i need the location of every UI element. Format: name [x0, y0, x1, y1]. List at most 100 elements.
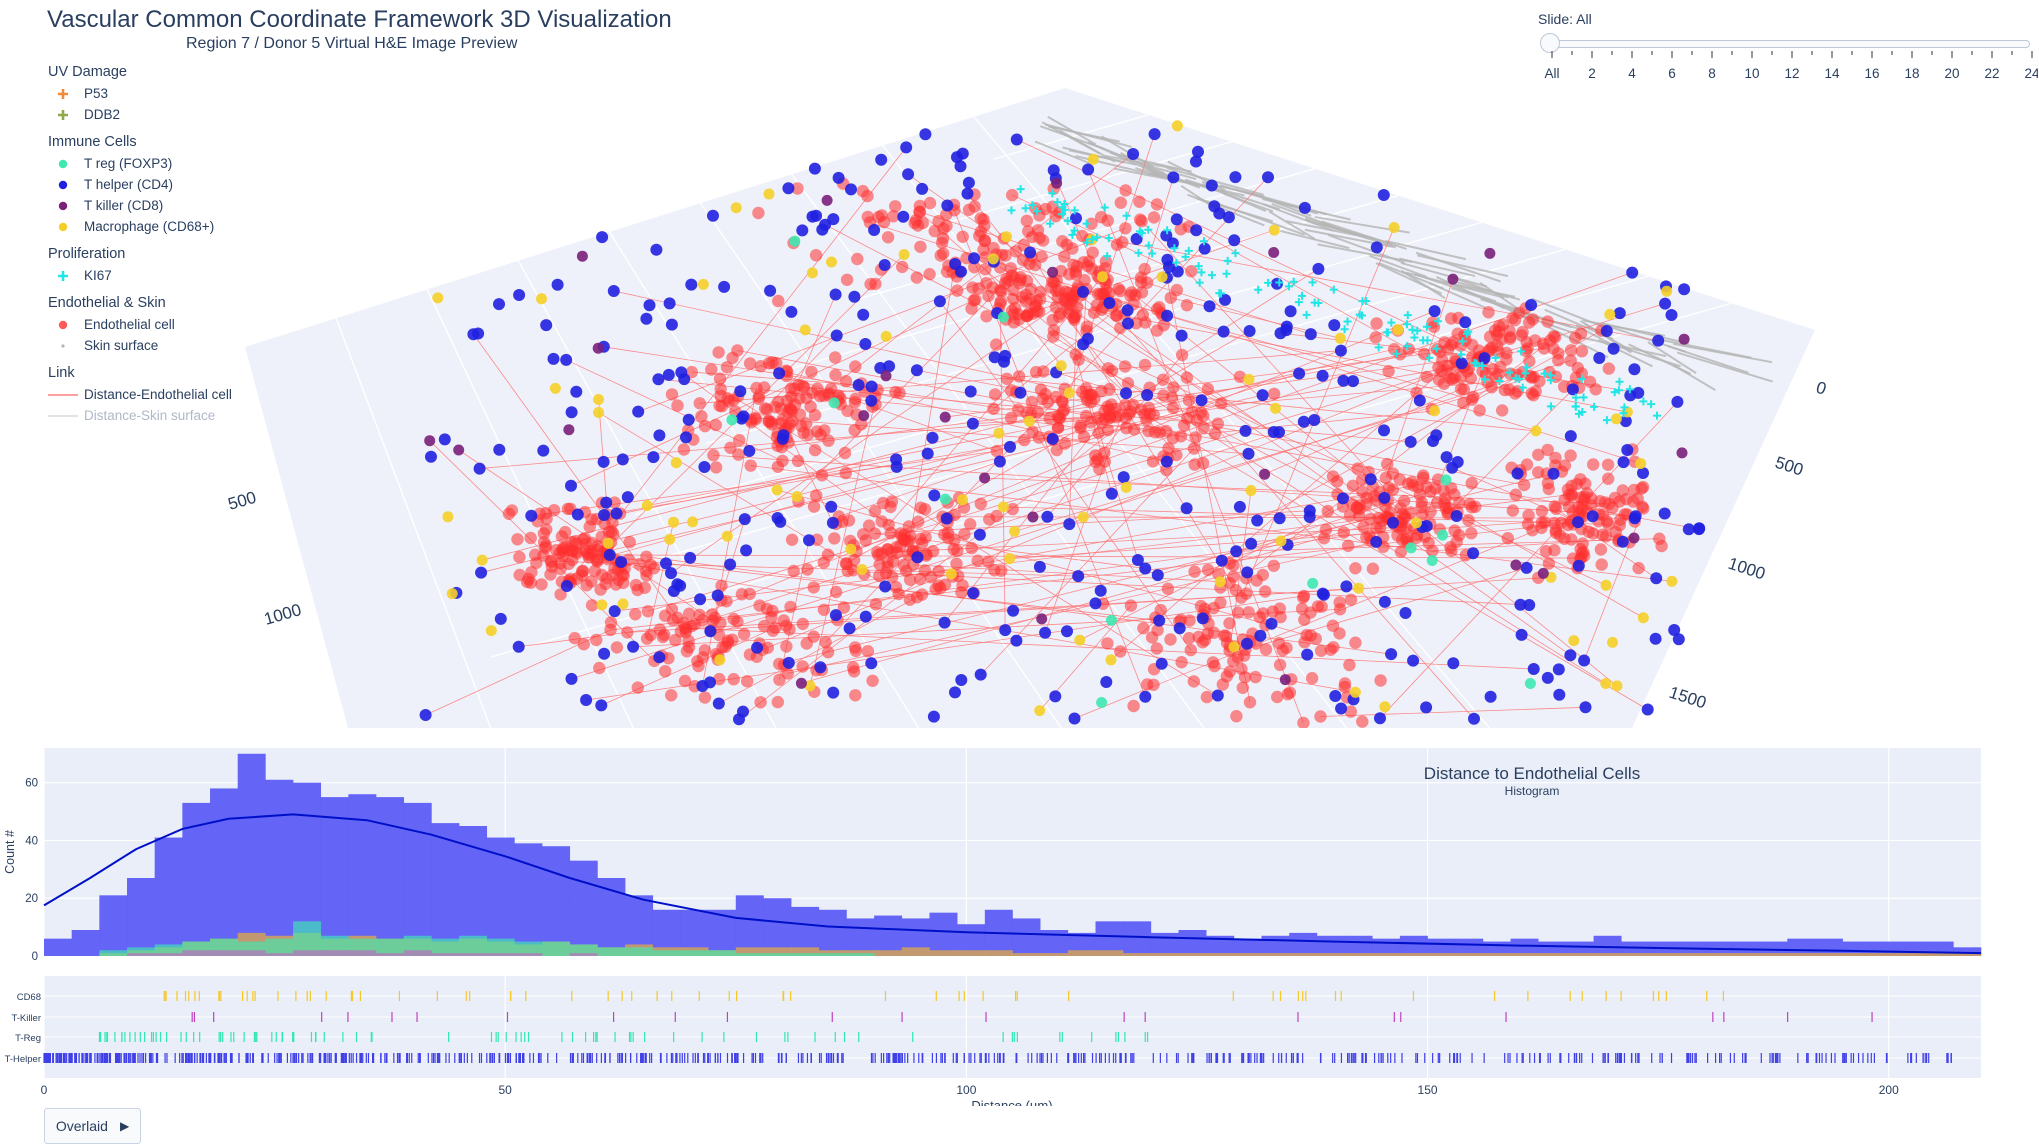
overlay-bar [293, 950, 322, 956]
scatter-point [593, 661, 606, 675]
series-t-helper-cd4- [419, 128, 1706, 726]
overlaid-button[interactable]: Overlaid ▶ [44, 1108, 141, 1144]
scatter-point [1150, 198, 1164, 211]
scatter-point [1216, 678, 1230, 691]
scatter-point [1002, 274, 1015, 287]
scatter-point [706, 608, 719, 621]
scatter-point [993, 455, 1006, 468]
scatter-point [1416, 508, 1429, 521]
scatter-point [1055, 394, 1069, 407]
scatter-3d-plot[interactable]: 500 1000 0 500 1000 1500 [0, 80, 2039, 728]
scatter-point [1141, 389, 1154, 401]
scatter-point [1614, 386, 1623, 395]
legend-item[interactable]: Distance-Endothelial cell [48, 384, 308, 405]
legend-item[interactable]: P53 [48, 83, 308, 104]
scatter-point [1523, 599, 1536, 611]
dot-icon [48, 157, 78, 171]
scatter-point [982, 555, 995, 568]
legend-item[interactable]: Endothelial cell [48, 314, 308, 335]
rug-plot-chart[interactable]: 0 50 100 150 200 CD68 T-Killer T-Reg T-Helper Dis… [0, 970, 2039, 1106]
scatter-point [610, 507, 623, 520]
scatter-point [1301, 648, 1314, 661]
scatter-point [662, 652, 675, 665]
scatter-point [1552, 663, 1565, 676]
legend-item[interactable]: Distance-Skin surface [48, 405, 308, 426]
scatter-point [1217, 289, 1226, 298]
scatter-point [869, 598, 883, 611]
scatter-point [921, 447, 934, 460]
scatter-point [1565, 479, 1578, 493]
scatter-point [1501, 532, 1515, 545]
legend-item[interactable]: KI67 [48, 265, 308, 286]
scatter-point [875, 153, 888, 166]
scatter-point [980, 310, 993, 323]
scatter-point [1535, 505, 1549, 518]
scatter-point [1678, 333, 1690, 345]
plus-icon [48, 108, 78, 122]
scatter-point [1166, 237, 1179, 250]
scatter-point [1163, 260, 1175, 273]
scatter-point [1394, 545, 1408, 558]
scatter-point [565, 536, 578, 549]
legend-item[interactable]: Macrophage (CD68+) [48, 216, 308, 237]
scatter-point [1693, 522, 1706, 535]
scatter-point [1233, 500, 1246, 513]
legend-item[interactable]: T reg (FOXP3) [48, 153, 308, 174]
scatter-point [837, 601, 851, 614]
scatter-point [555, 530, 569, 543]
scatter-point [1650, 572, 1663, 585]
legend-item[interactable]: T helper (CD4) [48, 174, 308, 195]
scatter-point [1077, 338, 1090, 351]
series-t-killer-cd8- [424, 177, 1690, 689]
scatter-point [1047, 266, 1059, 278]
scatter-point [1050, 443, 1064, 457]
scatter-point [1520, 561, 1533, 574]
scatter-point [1242, 447, 1255, 460]
scatter-point [1256, 389, 1269, 402]
overlay-bar [1842, 953, 1871, 956]
slider-track[interactable] [1548, 40, 2030, 48]
scatter-point [1197, 409, 1210, 423]
scatter-point [988, 564, 1001, 577]
scatter-point [1600, 678, 1612, 689]
scatter-point [1231, 606, 1245, 619]
scatter-point [1665, 309, 1678, 321]
axis-tick-label: 500 [226, 488, 259, 514]
scatter-point [594, 583, 607, 596]
slider-handle[interactable] [1540, 33, 1560, 53]
scatter-point [825, 500, 838, 513]
scatter-point [1295, 602, 1309, 615]
scatter-point [668, 516, 679, 528]
legend-item[interactable]: Skin surface [48, 335, 308, 356]
scatter-point [1170, 283, 1184, 297]
scatter-point [1632, 561, 1645, 575]
overlay-bar [431, 953, 460, 956]
small-dot-icon [48, 339, 78, 353]
scatter-point [551, 278, 564, 291]
histogram-chart[interactable]: 0 20 40 60 Distance to Endothelial CellsHist… [0, 740, 2039, 962]
legend-group: UV Damage P53 DDB2 [48, 64, 308, 125]
scatter-point [1594, 543, 1608, 556]
legend-item[interactable]: DDB2 [48, 104, 308, 125]
scatter-point [640, 312, 653, 325]
scatter-point [621, 626, 634, 639]
scatter-point [807, 581, 820, 594]
scatter-point [1116, 236, 1129, 249]
scatter-point [791, 454, 805, 468]
scatter-point [856, 564, 868, 575]
scatter-point [1469, 500, 1482, 513]
scatter-point [731, 615, 744, 628]
scatter-point [538, 541, 552, 554]
scatter-point [1586, 510, 1599, 523]
slide-slider[interactable]: Slide: All All 2 4 6 8 10 12 14 16 18 20 22 24 [1538, 8, 2038, 88]
legend-item[interactable]: T killer (CD8) [48, 195, 308, 216]
scatter-point [956, 230, 969, 243]
scatter-point [1349, 562, 1362, 575]
histogram-bar [44, 938, 72, 956]
scatter-point [1018, 433, 1031, 447]
scatter-point [1450, 510, 1463, 522]
slider-ticks: All 2 4 6 8 10 12 14 16 18 20 22 24 [1544, 51, 2038, 81]
scatter-point [1316, 587, 1329, 600]
scatter-point [1517, 347, 1526, 356]
scatter-point [1112, 282, 1125, 296]
